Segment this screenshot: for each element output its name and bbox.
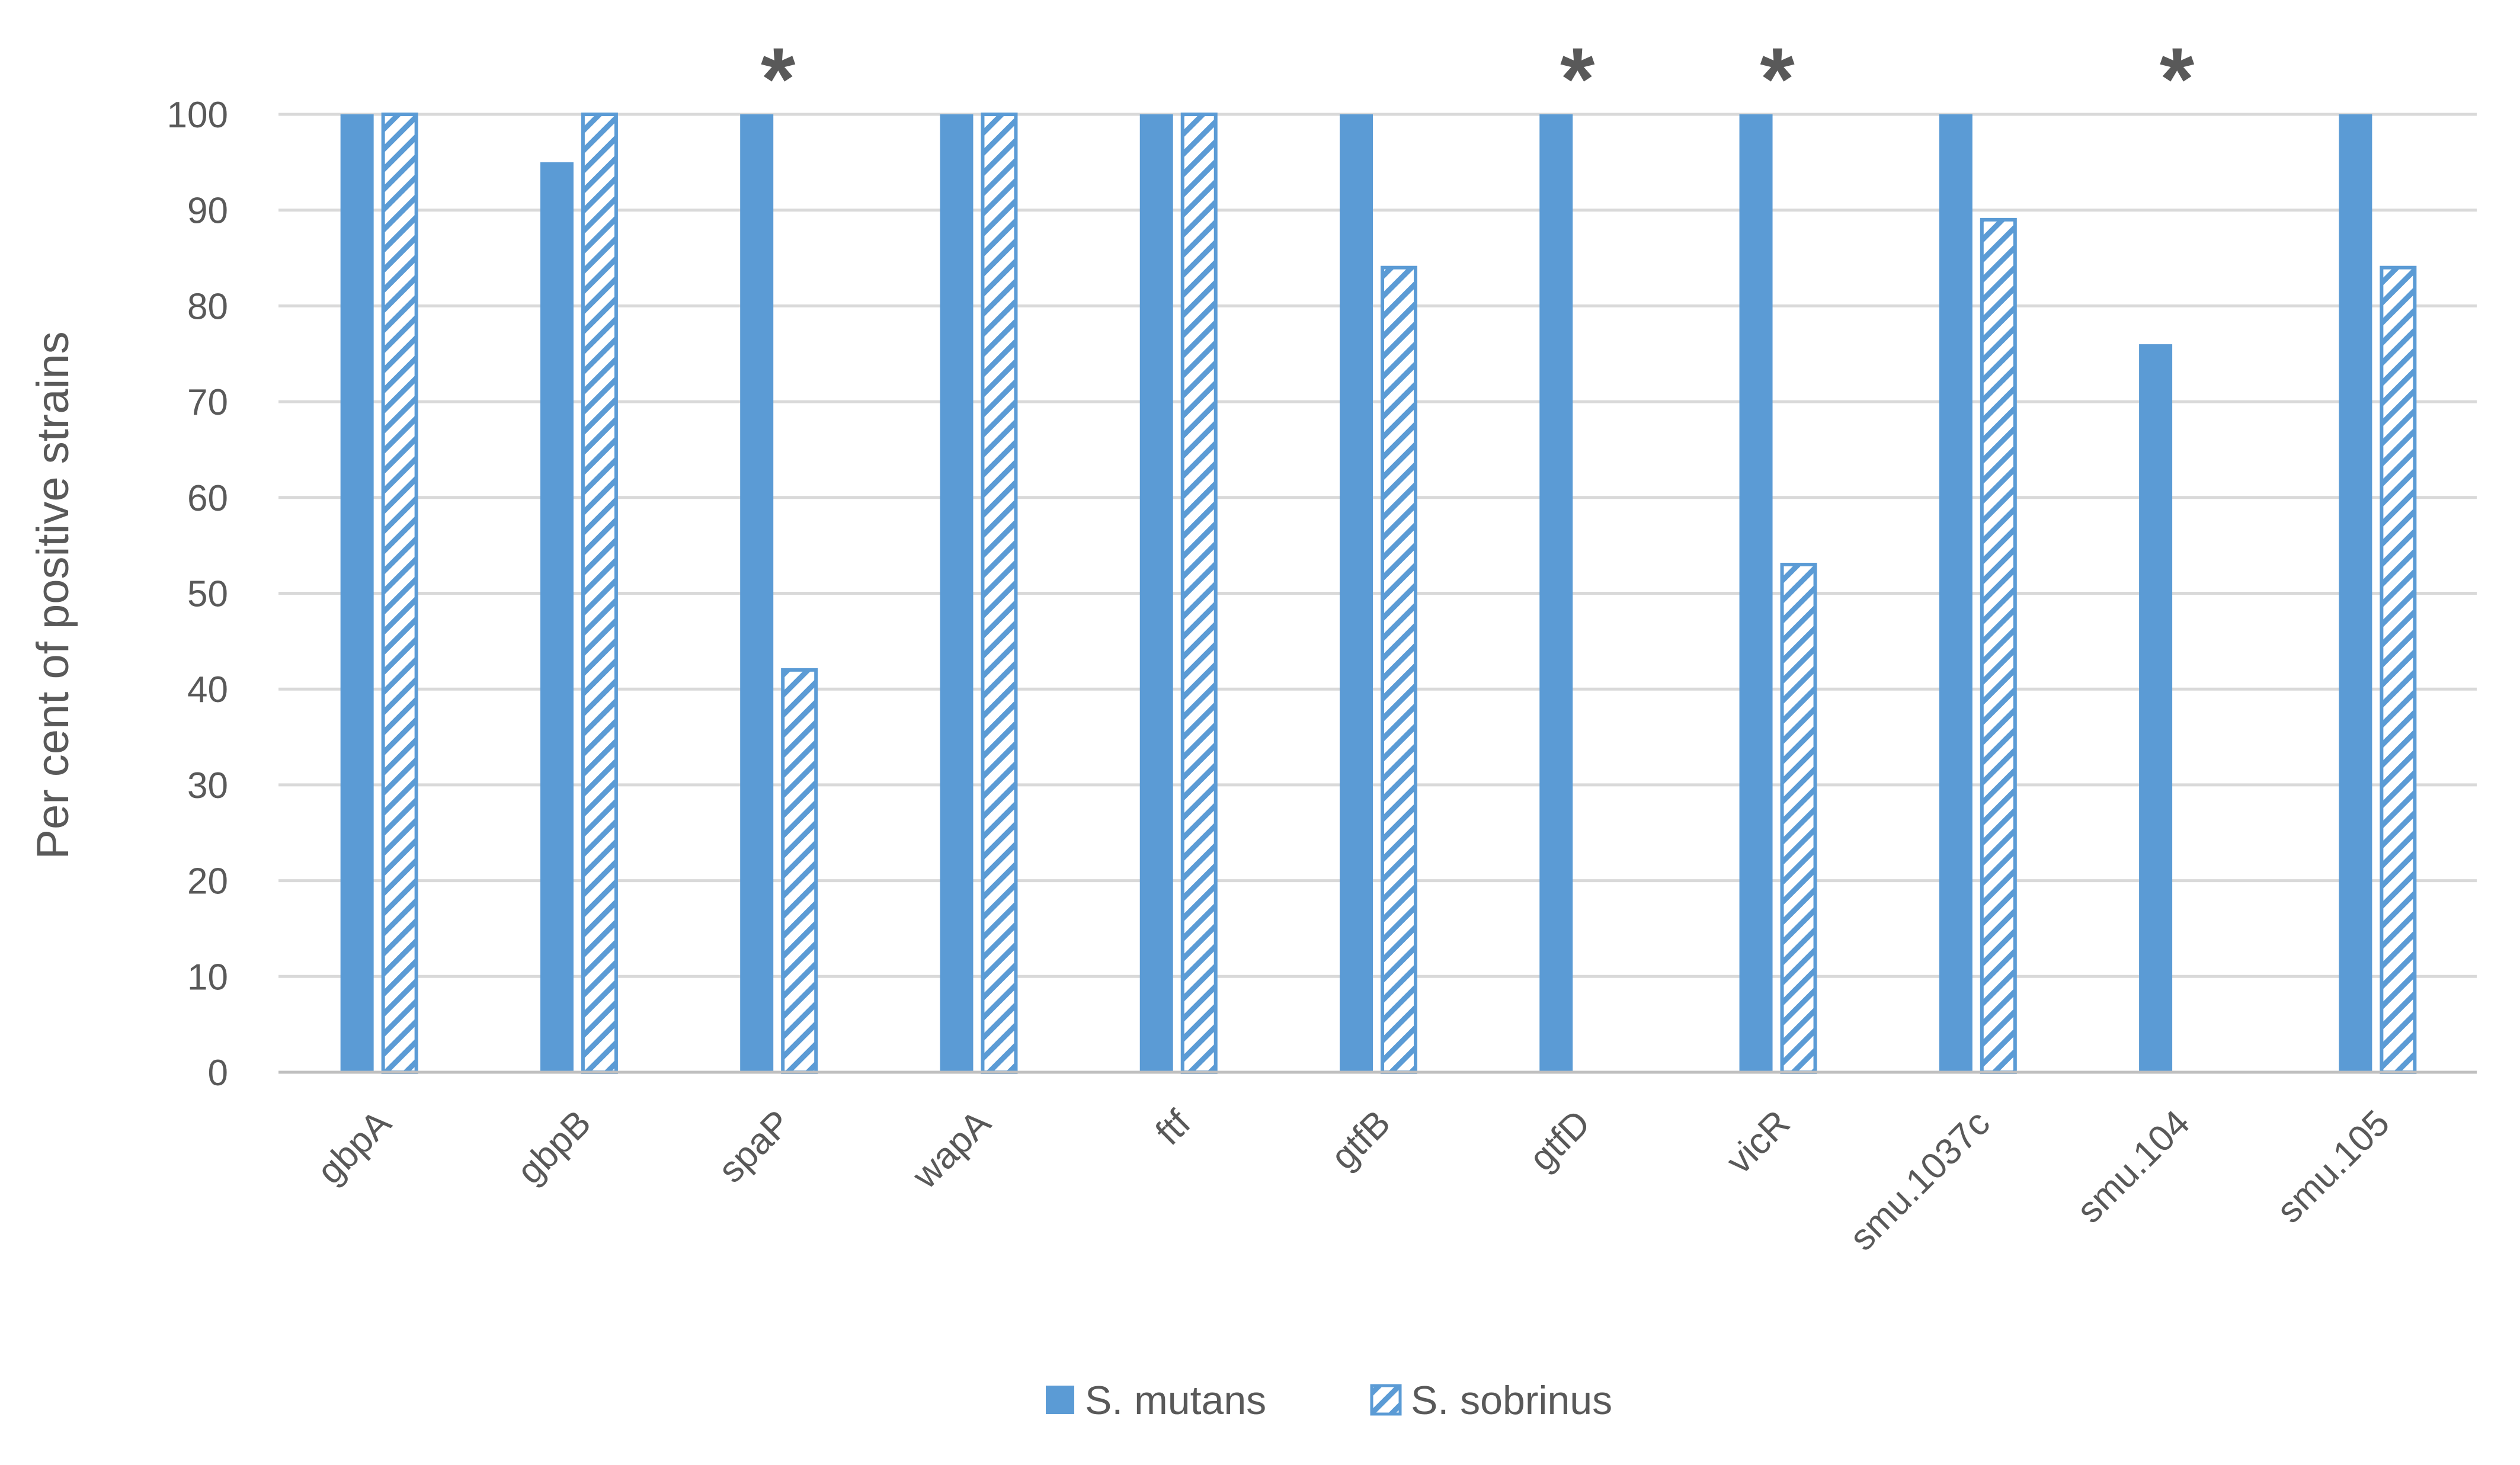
significance-asterisk: * [2160, 29, 2195, 129]
bar-s-mutans [2339, 114, 2372, 1072]
bar-s-mutans [2139, 344, 2173, 1072]
bar-s-sobrinus [381, 113, 418, 1074]
legend: S. mutans S. sobrinus [1046, 1378, 1612, 1423]
x-tick-label: ftf [1148, 1102, 1199, 1153]
y-tick-label: 90 [187, 191, 228, 232]
significance-asterisk: * [761, 29, 796, 129]
legend-swatch-s-mutans [1046, 1386, 1074, 1414]
y-tick-label: 40 [187, 669, 228, 710]
x-tick-label: vicR [1718, 1102, 1798, 1182]
significance-asterisk: * [1760, 29, 1795, 129]
x-tick-label: smu.1037c [1842, 1102, 1997, 1258]
x-tick-label: wapA [904, 1102, 999, 1197]
bars [340, 113, 2417, 1075]
bar-s-mutans [740, 114, 774, 1072]
legend-label: S. mutans [1085, 1378, 1266, 1423]
gridlines [278, 113, 2477, 978]
x-tick-label: gtfD [1522, 1102, 1598, 1179]
x-tick-label: spaP [710, 1102, 799, 1191]
legend-label: S. sobrinus [1411, 1378, 1612, 1423]
bar-s-mutans [1139, 114, 1173, 1072]
y-axis-title: Per cent of positive strains [28, 331, 78, 859]
bar-s-mutans [1340, 114, 1373, 1072]
bar-s-sobrinus [1980, 217, 2017, 1074]
x-tick-label: gtfB [1323, 1102, 1398, 1178]
bar-s-sobrinus [1180, 113, 1218, 1074]
bar-s-mutans [1739, 114, 1773, 1072]
bar-s-sobrinus [581, 113, 618, 1074]
y-tick-label: 60 [187, 478, 228, 519]
x-tick-label: gbpB [510, 1102, 599, 1192]
y-tick-label: 10 [187, 957, 228, 998]
bar-s-mutans [1939, 114, 1973, 1072]
bar-s-sobrinus [981, 113, 1018, 1074]
y-tick-label: 0 [208, 1053, 228, 1094]
x-axis-ticks: gbpA gbpB spaP wapA ftf gtfB gtfD vicR smu.1037c… [309, 1102, 2397, 1259]
legend-swatch-s-sobrinus [1370, 1384, 1402, 1416]
bar-s-sobrinus [1381, 265, 1417, 1075]
y-tick-label: 50 [187, 574, 228, 615]
y-tick-label: 100 [167, 95, 228, 136]
annotations: * * * * [761, 29, 2195, 129]
bar-s-mutans [340, 114, 374, 1072]
bar-s-mutans [940, 114, 974, 1072]
x-tick-label: gbpA [309, 1102, 399, 1192]
bar-s-mutans [1539, 114, 1573, 1072]
bar-s-sobrinus [1780, 562, 1817, 1074]
y-tick-label: 80 [187, 286, 228, 327]
significance-asterisk: * [1560, 29, 1595, 129]
bar-s-mutans [540, 162, 574, 1073]
x-tick-label: smu.104 [2069, 1102, 2198, 1231]
bar-s-sobrinus [781, 668, 818, 1074]
y-axis-ticks: 0 10 20 30 40 50 60 70 80 90 100 [167, 95, 228, 1094]
y-tick-label: 30 [187, 765, 228, 806]
bar-s-sobrinus [2380, 265, 2417, 1075]
y-tick-label: 20 [187, 861, 228, 902]
x-tick-label: smu.105 [2269, 1102, 2397, 1231]
y-tick-label: 70 [187, 382, 228, 423]
